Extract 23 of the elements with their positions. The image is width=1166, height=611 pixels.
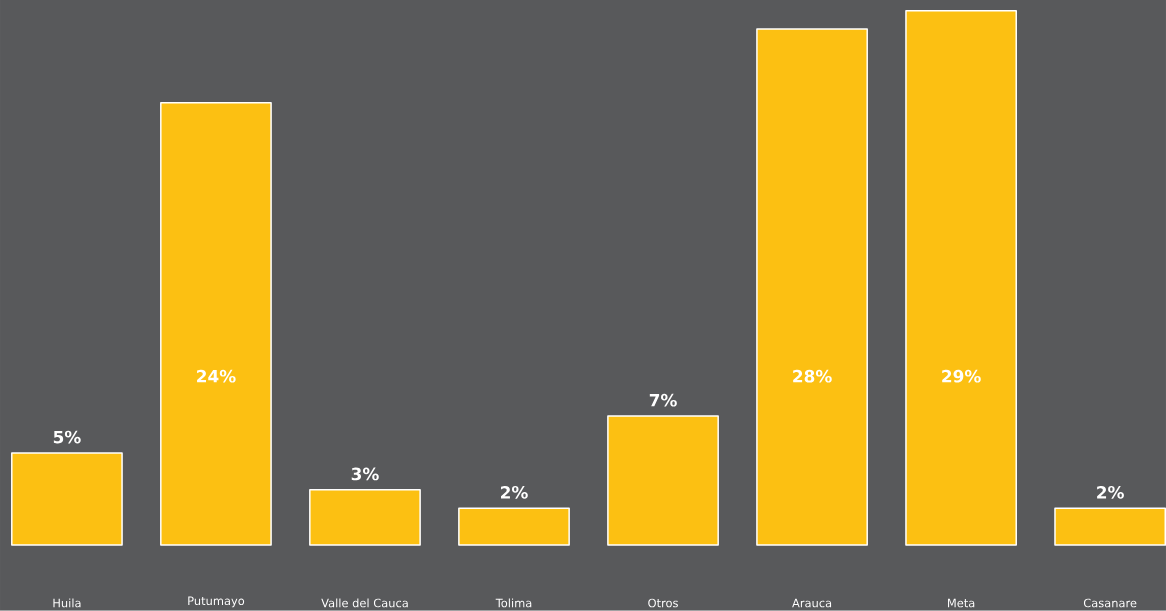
data-label: 5%	[53, 430, 81, 444]
x-tick-label: Meta	[948, 598, 975, 608]
x-tick-label: Huila	[53, 598, 81, 608]
bar	[458, 507, 570, 546]
data-label: 28%	[793, 369, 832, 383]
bar	[160, 102, 272, 546]
x-tick-label: Casanare	[1083, 598, 1137, 608]
data-label: 29%	[942, 369, 981, 383]
data-label: 2%	[501, 486, 528, 499]
bar	[905, 10, 1017, 546]
data-label: 24%	[197, 369, 236, 383]
bar	[756, 28, 868, 546]
bar	[309, 489, 421, 546]
x-tick-label: Arauca	[792, 598, 832, 608]
data-label: 2%	[1097, 486, 1124, 499]
bar	[607, 415, 719, 546]
data-label: 7%	[649, 393, 677, 407]
x-tick-label: Valle del Cauca	[321, 598, 408, 608]
x-tick-label: Putumayo	[188, 596, 245, 608]
bar	[11, 452, 123, 546]
x-tick-label: Tolima	[495, 598, 532, 608]
x-tick-label: Otros	[648, 598, 678, 608]
data-label: 3%	[351, 467, 379, 481]
